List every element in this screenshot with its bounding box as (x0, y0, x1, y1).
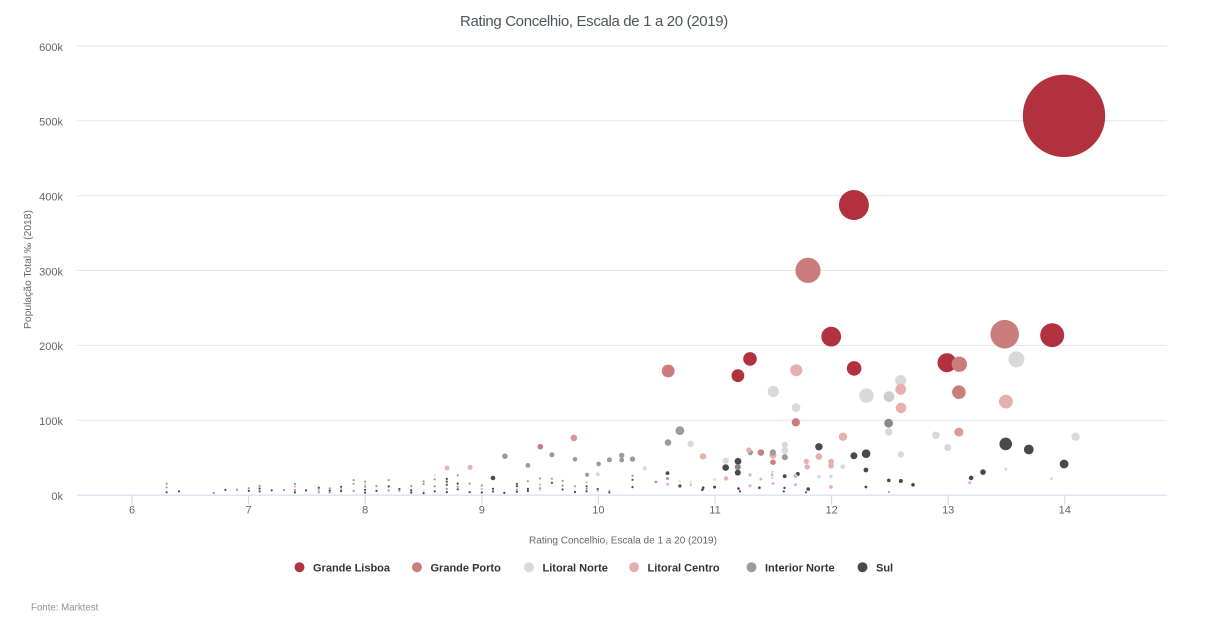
svg-text:9: 9 (479, 505, 485, 517)
svg-text:Grande Lisboa: Grande Lisboa (313, 563, 391, 575)
svg-text:500k: 500k (39, 117, 63, 129)
svg-text:12: 12 (825, 505, 837, 517)
svg-text:7: 7 (246, 505, 252, 517)
svg-text:600k: 600k (39, 42, 63, 54)
svg-text:Grande Porto: Grande Porto (431, 563, 502, 575)
svg-text:População Total ‰ (2018): População Total ‰ (2018) (23, 210, 34, 329)
svg-text:13: 13 (942, 505, 954, 517)
svg-text:Litoral Centro: Litoral Centro (648, 563, 720, 575)
svg-text:0k: 0k (51, 491, 63, 503)
svg-text:Litoral Norte: Litoral Norte (543, 563, 608, 575)
svg-text:10: 10 (592, 505, 604, 517)
svg-text:Rating Concelhio, Escala de 1: Rating Concelhio, Escala de 1 a 20 (2019… (529, 536, 717, 547)
svg-text:6: 6 (129, 505, 135, 517)
svg-text:Rating Concelhio, Escala de 1: Rating Concelhio, Escala de 1 a 20 (2019… (460, 13, 728, 30)
svg-text:Interior Norte: Interior Norte (765, 563, 835, 575)
svg-text:400k: 400k (39, 192, 63, 204)
svg-text:Fonte: Marktest: Fonte: Marktest (31, 603, 99, 614)
svg-text:11: 11 (709, 505, 720, 517)
svg-text:200k: 200k (39, 341, 63, 353)
svg-text:14: 14 (1059, 505, 1071, 517)
svg-text:100k: 100k (39, 416, 63, 428)
svg-text:8: 8 (362, 505, 368, 517)
svg-text:300k: 300k (39, 266, 63, 278)
svg-text:Sul: Sul (876, 563, 893, 575)
